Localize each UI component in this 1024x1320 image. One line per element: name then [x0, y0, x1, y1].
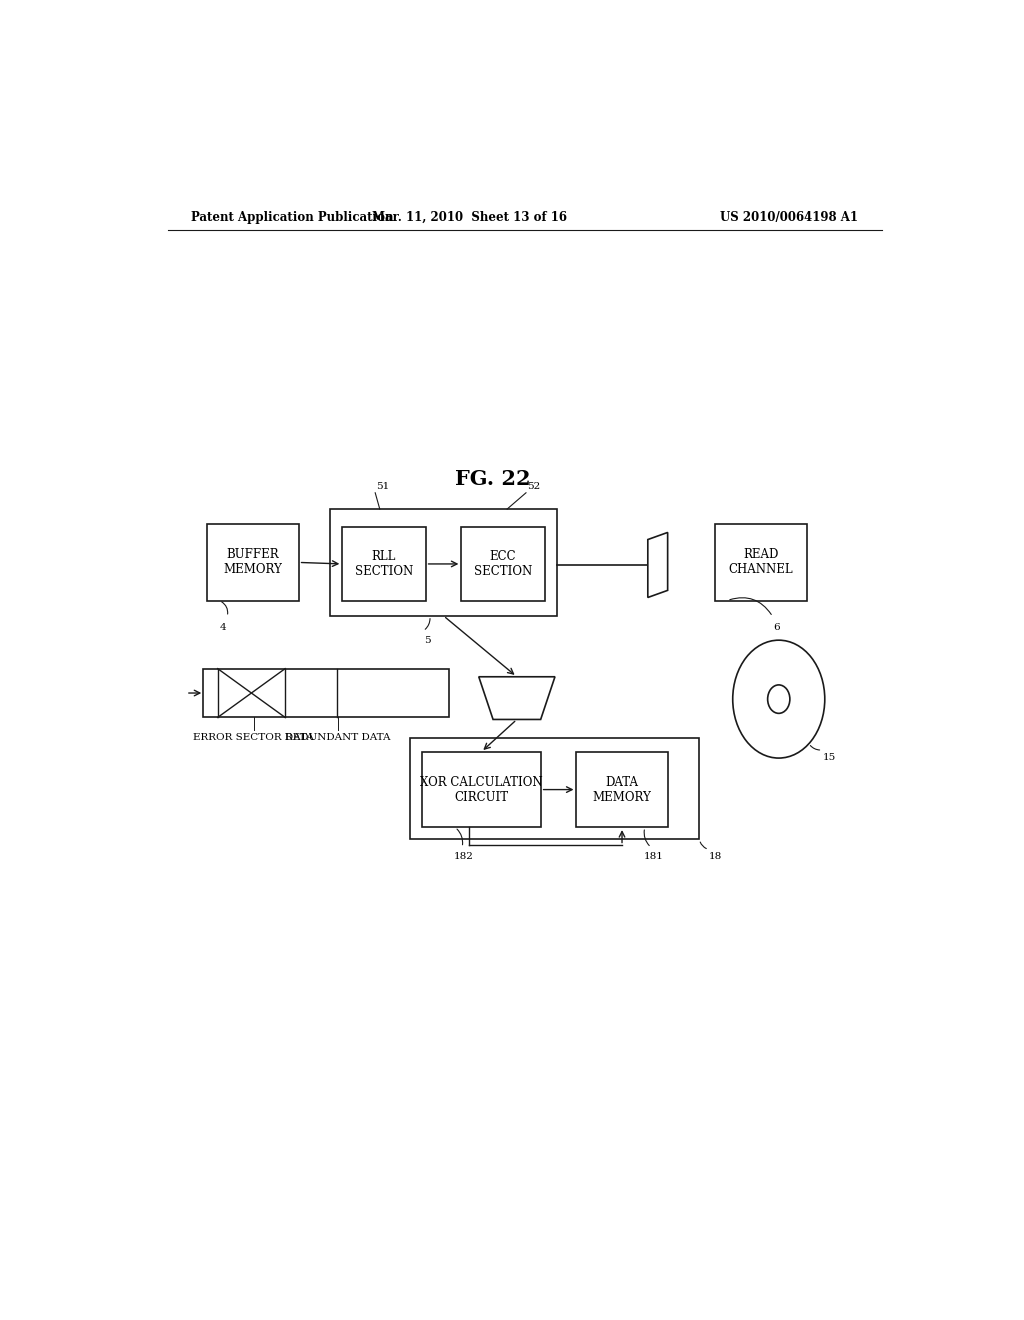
FancyBboxPatch shape	[204, 669, 450, 718]
FancyBboxPatch shape	[461, 528, 545, 601]
Circle shape	[768, 685, 790, 713]
Text: ERROR SECTOR DATA: ERROR SECTOR DATA	[194, 733, 314, 742]
Text: Mar. 11, 2010  Sheet 13 of 16: Mar. 11, 2010 Sheet 13 of 16	[372, 211, 566, 224]
Text: 4: 4	[220, 623, 226, 632]
Text: FG. 22: FG. 22	[456, 469, 530, 488]
Text: ECC
SECTION: ECC SECTION	[474, 550, 532, 578]
Text: DATA
MEMORY: DATA MEMORY	[593, 776, 651, 804]
Text: 51: 51	[377, 482, 390, 491]
Text: RLL
SECTION: RLL SECTION	[354, 550, 413, 578]
FancyBboxPatch shape	[207, 524, 299, 601]
FancyBboxPatch shape	[422, 752, 541, 828]
Text: READ
CHANNEL: READ CHANNEL	[729, 548, 794, 577]
Text: 181: 181	[644, 851, 664, 861]
Text: REDUNDANT DATA: REDUNDANT DATA	[285, 733, 390, 742]
Text: 18: 18	[709, 851, 722, 861]
Text: Patent Application Publication: Patent Application Publication	[191, 211, 394, 224]
Text: BUFFER
MEMORY: BUFFER MEMORY	[223, 548, 283, 577]
Polygon shape	[479, 677, 555, 719]
Polygon shape	[648, 532, 668, 598]
FancyBboxPatch shape	[715, 524, 807, 601]
FancyBboxPatch shape	[577, 752, 668, 828]
FancyBboxPatch shape	[342, 528, 426, 601]
Text: 15: 15	[822, 752, 836, 762]
Circle shape	[733, 640, 824, 758]
Text: XOR CALCULATION
CIRCUIT: XOR CALCULATION CIRCUIT	[420, 776, 543, 804]
Text: 5: 5	[424, 636, 431, 645]
Text: US 2010/0064198 A1: US 2010/0064198 A1	[720, 211, 858, 224]
Text: 6: 6	[773, 623, 780, 632]
FancyBboxPatch shape	[410, 738, 699, 840]
FancyBboxPatch shape	[331, 510, 557, 615]
Text: 182: 182	[454, 851, 473, 861]
Text: 52: 52	[527, 482, 541, 491]
